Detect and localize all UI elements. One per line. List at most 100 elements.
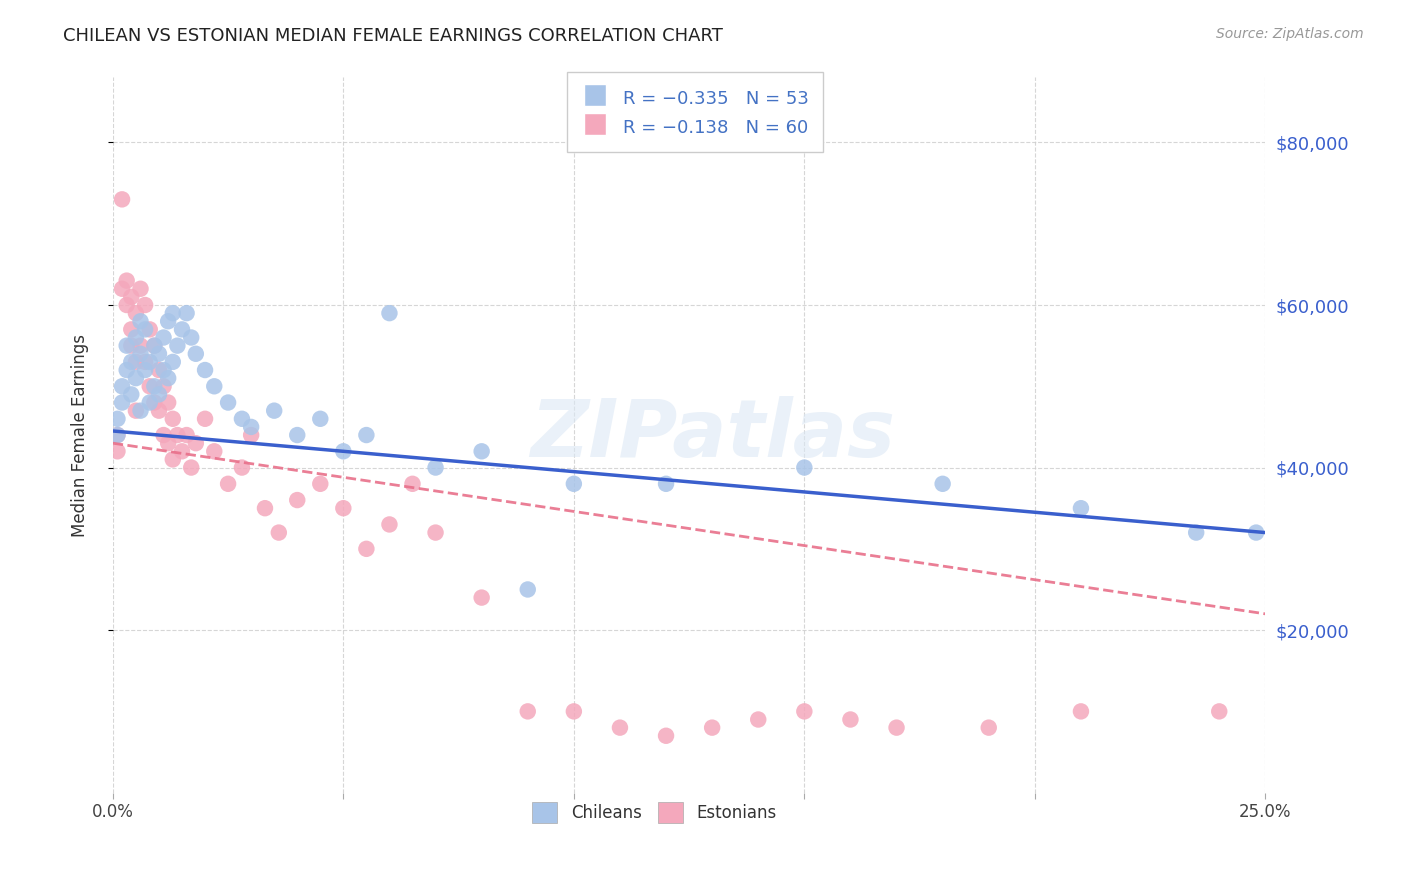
Point [425,525,447,540]
Point [180,330,202,344]
Point [332,444,354,458]
Point [253,501,276,516]
Point [143,395,166,409]
Point [120,338,142,352]
Point [107,444,129,458]
Point [120,322,142,336]
Point [138,379,160,393]
Point [111,282,134,296]
Point [184,436,207,450]
Point [125,403,148,417]
Point [115,363,138,377]
Point [184,347,207,361]
Point [138,355,160,369]
Point [162,355,184,369]
Point [129,347,152,361]
Point [152,363,174,377]
Y-axis label: Median Female Earnings: Median Female Earnings [72,334,89,537]
Point [655,729,678,743]
Point [309,476,332,491]
Point [152,379,174,393]
Point [793,705,815,719]
Point [1185,525,1208,540]
Point [839,713,862,727]
Point [655,476,678,491]
Point [111,379,134,393]
Point [1244,525,1267,540]
Point [125,371,148,385]
Point [702,721,724,735]
Text: ZIPatlas: ZIPatlas [530,396,894,474]
Point [134,298,156,312]
Point [516,582,538,597]
Point [1070,705,1092,719]
Point [107,411,129,425]
Point [107,428,129,442]
Point [134,322,156,336]
Point [356,428,378,442]
Point [170,444,193,458]
Point [115,338,138,352]
Point [170,322,193,336]
Point [115,298,138,312]
Point [107,428,129,442]
Point [162,411,184,425]
Point [240,428,263,442]
Point [148,403,170,417]
Point [240,420,263,434]
Point [152,330,174,344]
Point [143,338,166,352]
Point [217,395,239,409]
Point [120,387,142,401]
Point [793,460,815,475]
Point [134,363,156,377]
Point [471,444,494,458]
Point [931,476,953,491]
Point [332,501,354,516]
Point [143,379,166,393]
Point [285,428,308,442]
Point [138,395,160,409]
Point [516,705,538,719]
Point [111,395,134,409]
Point [747,713,769,727]
Text: Source: ZipAtlas.com: Source: ZipAtlas.com [1216,27,1364,41]
Point [129,282,152,296]
Point [309,411,332,425]
Point [148,347,170,361]
Point [231,411,253,425]
Point [194,363,217,377]
Point [1070,501,1092,516]
Point [148,387,170,401]
Point [120,290,142,304]
Point [378,306,401,320]
Point [157,314,180,328]
Point [1208,705,1230,719]
Point [176,428,198,442]
Point [202,379,225,393]
Point [125,306,148,320]
Point [125,330,148,344]
Legend: Chileans, Estonians: Chileans, Estonians [520,790,789,834]
Point [231,460,253,475]
Point [129,314,152,328]
Point [285,493,308,508]
Point [471,591,494,605]
Point [356,541,378,556]
Point [217,476,239,491]
Point [162,452,184,467]
Point [115,274,138,288]
Point [125,355,148,369]
Point [401,476,423,491]
Point [162,306,184,320]
Point [562,476,585,491]
Point [180,460,202,475]
Point [425,460,447,475]
Point [166,338,188,352]
Point [609,721,631,735]
Point [267,525,290,540]
Text: CHILEAN VS ESTONIAN MEDIAN FEMALE EARNINGS CORRELATION CHART: CHILEAN VS ESTONIAN MEDIAN FEMALE EARNIN… [63,27,723,45]
Point [886,721,908,735]
Point [138,322,160,336]
Point [176,306,198,320]
